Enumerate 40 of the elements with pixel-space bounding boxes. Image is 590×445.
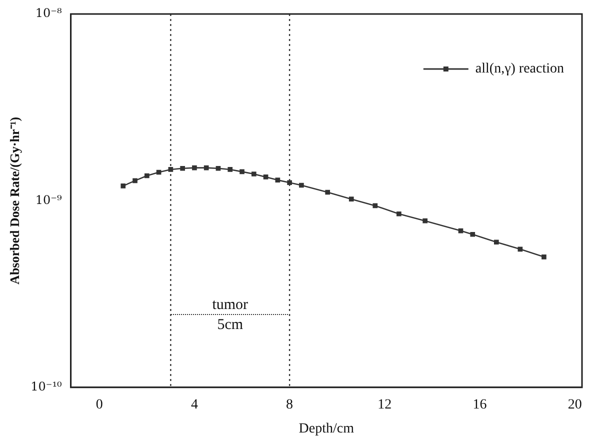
- point: [518, 246, 523, 252]
- point: [204, 165, 209, 170]
- point: [372, 203, 378, 208]
- x-tick-label: 16: [472, 397, 487, 412]
- point: [120, 184, 126, 188]
- x-tick-label: 20: [568, 397, 582, 412]
- point: [396, 211, 402, 216]
- point: [275, 178, 280, 182]
- point: [494, 240, 499, 245]
- y-tick-label: 10⁻⁸: [35, 6, 62, 20]
- point: [144, 173, 150, 178]
- point: [458, 228, 464, 234]
- point: [348, 196, 354, 202]
- y-tick-label: 10⁻⁹: [35, 192, 62, 207]
- point: [287, 180, 292, 186]
- point: [325, 190, 330, 195]
- point: [251, 172, 256, 176]
- point: [132, 178, 138, 184]
- point: [168, 167, 174, 172]
- x-tick-label: 12: [378, 397, 392, 412]
- point: [263, 174, 268, 180]
- x-tick-label: 4: [190, 397, 198, 412]
- point: [542, 254, 546, 260]
- point: [156, 170, 162, 175]
- annotation: tumor: [212, 297, 248, 314]
- point: [470, 232, 476, 237]
- annotation: 5cm: [217, 317, 244, 334]
- x-tick-label: 8: [286, 397, 294, 412]
- point: [216, 166, 221, 171]
- y-tick-label: 10⁻¹⁰: [30, 380, 62, 394]
- point: [422, 218, 428, 224]
- point: [192, 165, 197, 170]
- legend-label: all(n,γ) reaction: [475, 62, 564, 77]
- x-tick-label: 0: [96, 397, 103, 412]
- x-axis-title: Depth/cm: [298, 421, 354, 436]
- point: [180, 166, 185, 171]
- y-axis-title: Absorbed Dose Rate/(Gy·hr⁻¹): [7, 116, 22, 284]
- point: [240, 169, 244, 174]
- point: [299, 182, 304, 188]
- point: [228, 167, 233, 172]
